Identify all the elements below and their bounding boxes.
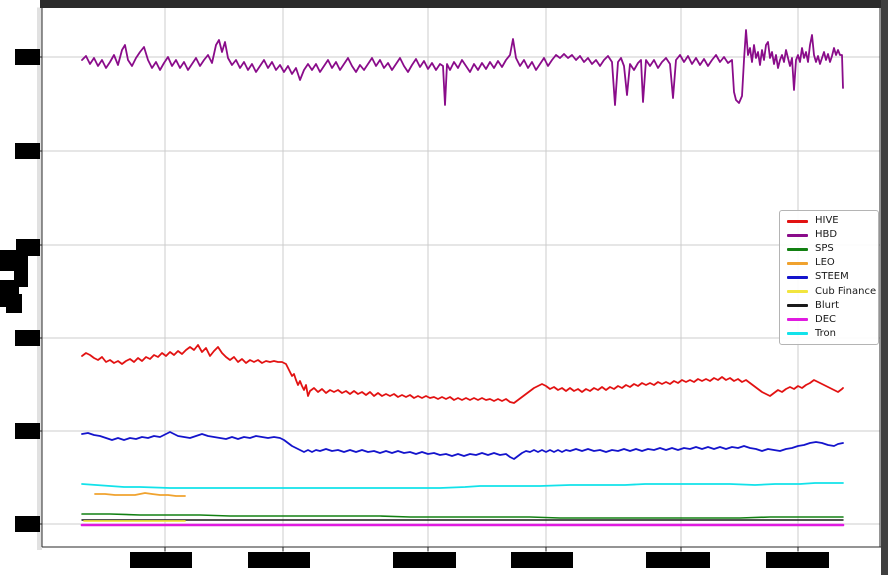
legend-line-swatch — [787, 318, 808, 322]
redacted-x-tick-label — [511, 552, 573, 568]
redacted-y-tick-label — [15, 516, 40, 532]
legend-entry-cub-finance: Cub Finance — [780, 286, 878, 298]
series-line-hive — [81, 344, 844, 404]
legend-line-swatch — [787, 304, 808, 308]
redacted-y-tick-label — [15, 49, 40, 65]
axis-shadow — [37, 7, 42, 550]
legend-entry-sps: SPS — [780, 243, 878, 255]
series-line-leo — [94, 492, 186, 497]
series-line-hbd — [81, 29, 844, 106]
legend-entry-steem: STEEM — [780, 271, 878, 283]
legend-line-swatch — [787, 290, 808, 294]
legend-entry-tron: Tron — [780, 328, 878, 340]
legend-label: SPS — [815, 243, 834, 255]
legend-label: Blurt — [815, 299, 840, 311]
redacted-y-tick-label — [15, 423, 40, 439]
redacted-x-tick-label — [766, 552, 829, 568]
redacted-y-tick-label — [15, 143, 40, 159]
legend-entry-leo: LEO — [780, 257, 878, 269]
legend-line-swatch — [787, 332, 808, 336]
legend-entry-hive: HIVE — [780, 215, 878, 227]
legend-label: STEEM — [815, 271, 849, 283]
redacted-y-tick-label — [15, 330, 40, 346]
legend-entry-blurt: Blurt — [780, 300, 878, 312]
redacted-x-tick-label — [130, 552, 192, 568]
legend-label: Cub Finance — [815, 285, 877, 297]
legend-line-swatch — [787, 261, 808, 265]
legend: HIVE HBD SPS LEO STEEM Cub Finance Blurt DEC Tro… — [779, 210, 879, 345]
series-line-sps — [81, 513, 844, 519]
legend-label: HIVE — [815, 215, 839, 227]
series-line-steem — [81, 431, 844, 460]
legend-label: Tron — [815, 327, 836, 339]
legend-line-swatch — [787, 219, 808, 223]
redacted-y-axis-label — [0, 250, 28, 271]
legend-entry-hbd: HBD — [780, 229, 878, 241]
series-line-tron — [81, 482, 844, 489]
top-redaction-bar — [40, 0, 888, 8]
legend-label: LEO — [815, 257, 835, 269]
legend-line-swatch — [787, 233, 808, 237]
redacted-y-axis-label — [6, 294, 22, 313]
legend-line-swatch — [787, 275, 808, 279]
legend-label: DEC — [815, 313, 837, 325]
right-redaction-bar — [881, 0, 888, 575]
legend-label: HBD — [815, 229, 838, 241]
redacted-x-tick-label — [646, 552, 710, 568]
redacted-x-tick-label — [393, 552, 456, 568]
legend-entry-dec: DEC — [780, 314, 878, 326]
redacted-x-tick-label — [248, 552, 310, 568]
legend-line-swatch — [787, 247, 808, 251]
